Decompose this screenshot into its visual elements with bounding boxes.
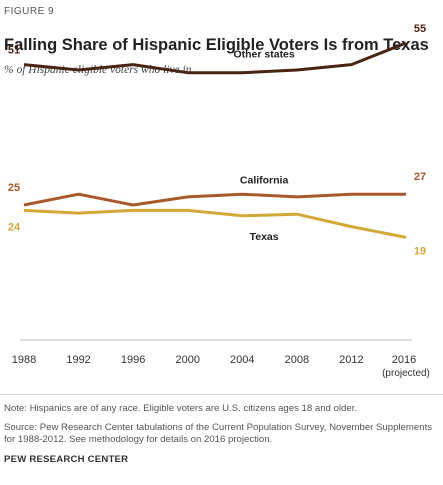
- x-tick-label: 1988: [12, 354, 36, 366]
- line-chart: Other states5155California2527Texas2419 …: [8, 23, 430, 379]
- series-label-texas: Texas: [250, 231, 279, 243]
- series-label-california: California: [240, 174, 289, 186]
- labels-layer: Other states 51 55 California 25 27 Texas 24 19: [8, 23, 426, 257]
- x-tick-label: 2012: [339, 354, 363, 366]
- series-label-other-states: Other states: [233, 49, 294, 61]
- series-line-other-states: [23, 41, 407, 75]
- series-line-texas: [23, 208, 407, 239]
- x-tick-label: 2008: [285, 354, 309, 366]
- x-tick-label: 1992: [66, 354, 90, 366]
- x-tick-labels: 1988 1992 1996 2000 2004 2008 2012 2016 (project…: [12, 354, 430, 379]
- start-value-texas: 24: [8, 221, 21, 233]
- x-tick-label: 1996: [121, 354, 145, 366]
- organization-label: PEW RESEARCH CENTER: [4, 454, 129, 465]
- x-tick-label: 2000: [175, 354, 199, 366]
- end-value-other-states: 55: [414, 23, 426, 35]
- note-text: Note: Hispanics are of any race. Eligibl…: [4, 403, 358, 414]
- series-line-california: [23, 192, 406, 207]
- x-tick-label: 2016: [392, 354, 416, 366]
- end-value-texas: 19: [414, 245, 426, 257]
- end-value-california: 27: [414, 171, 426, 183]
- x-tick-sublabel: (projected): [382, 368, 430, 379]
- source-text: Source: Pew Research Center tabulations …: [4, 422, 433, 445]
- start-value-other-states: 51: [8, 45, 20, 57]
- start-value-california: 25: [8, 182, 20, 194]
- series-layer: [23, 41, 407, 239]
- figure-label: FIGURE 9: [4, 6, 55, 17]
- x-tick-label: 2004: [230, 354, 254, 366]
- chart-title: Falling Share of Hispanic Eligible Voter…: [4, 36, 429, 54]
- divider-line: [0, 394, 443, 395]
